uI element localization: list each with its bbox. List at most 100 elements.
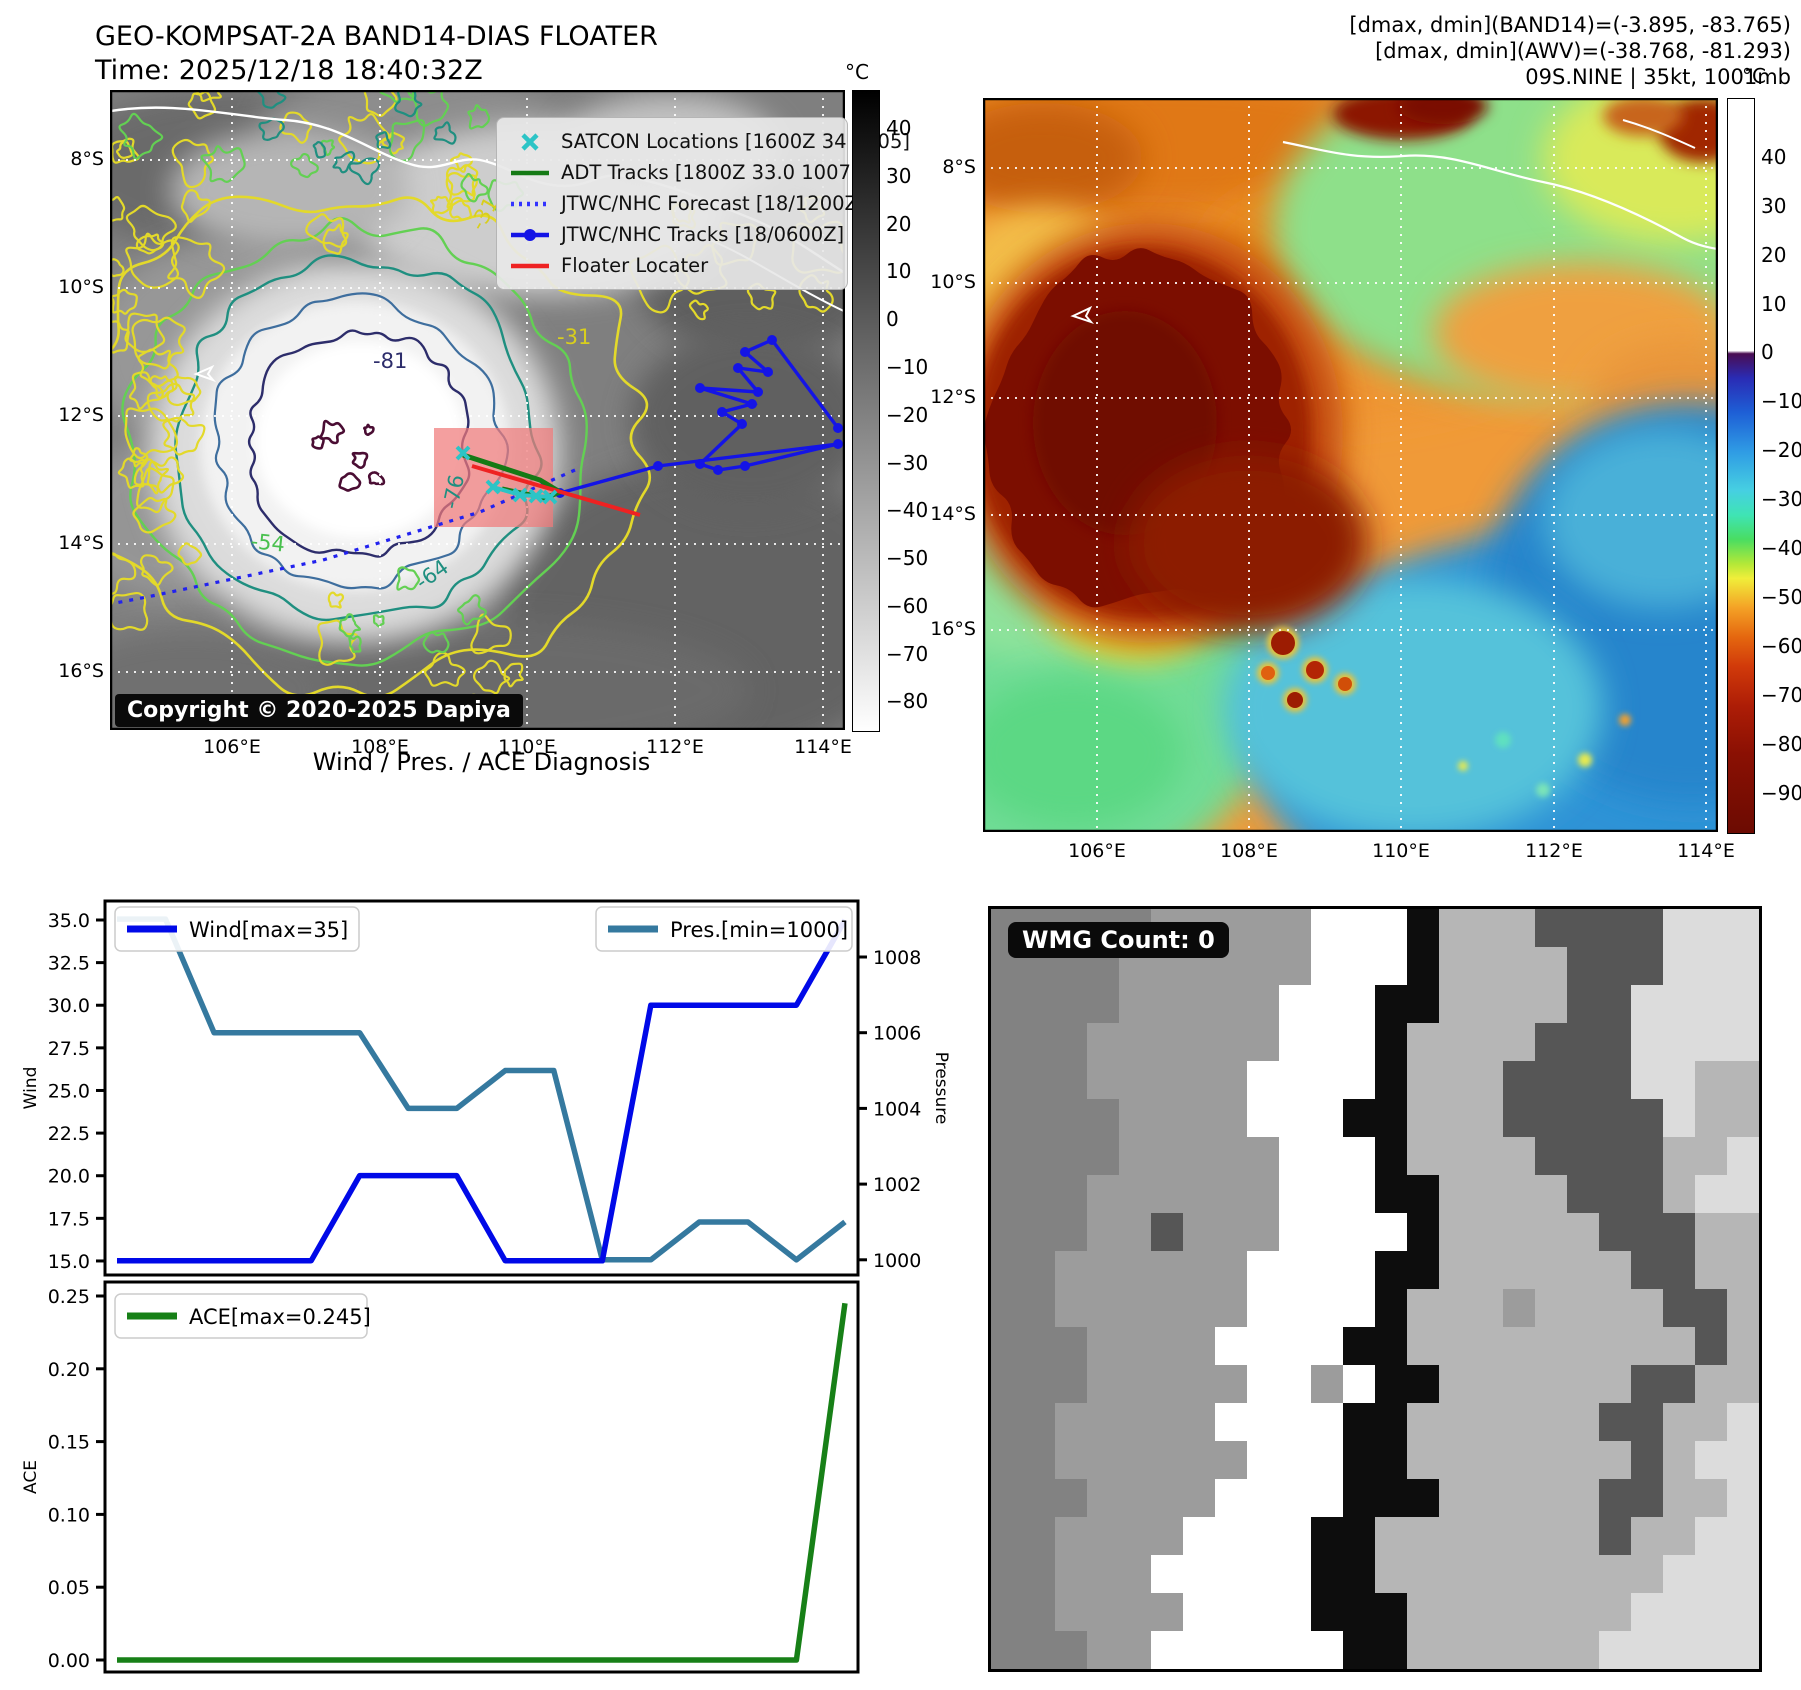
wmg-cell — [1311, 1251, 1343, 1289]
wmg-cell — [1215, 1137, 1247, 1175]
wmg-cell — [1535, 909, 1567, 947]
colorbar-tick-label: 20 — [1761, 242, 1787, 267]
legend-item: SATCON Locations [1600Z 34 1005] — [509, 126, 910, 157]
legend-item: JTWC/NHC Tracks [18/0600Z] — [509, 219, 844, 250]
wmg-cell — [1343, 1517, 1375, 1555]
wmg-cell — [1407, 1479, 1439, 1517]
wmg-cell — [1407, 1631, 1439, 1669]
ace-legend-label: ACE[max=0.245] — [189, 1305, 371, 1329]
wmg-cell — [1471, 1175, 1503, 1213]
wmg-cell — [1567, 1479, 1599, 1517]
wmg-cell — [1151, 1099, 1183, 1137]
wmg-cell — [1279, 1213, 1311, 1251]
wmg-cell — [1023, 1137, 1055, 1175]
wmg-cell — [1023, 1023, 1055, 1061]
wmg-cell — [1599, 1631, 1631, 1669]
colorbar-tick-label: −50 — [886, 546, 929, 571]
lat-tick-label: 12°S — [930, 386, 976, 408]
wmg-cell — [1247, 1213, 1279, 1251]
wmg-cell — [1407, 1175, 1439, 1213]
wmg-cell — [1311, 947, 1343, 985]
wmg-cell — [1471, 1213, 1503, 1251]
wmg-cell — [1215, 1555, 1247, 1593]
wmg-cell — [1087, 1631, 1119, 1669]
wmg-cell — [1471, 947, 1503, 985]
wmg-cell — [1183, 1517, 1215, 1555]
wind-ytick: 30.0 — [48, 995, 90, 1017]
wmg-cell — [1727, 1365, 1759, 1403]
ace-ytick: 0.15 — [48, 1432, 90, 1454]
wmg-cell — [1247, 909, 1279, 947]
wmg-cell — [1343, 1555, 1375, 1593]
wmg-cell — [991, 1441, 1023, 1479]
legend-line-icon — [509, 256, 551, 276]
colorbar-tick-label: 40 — [1761, 144, 1787, 169]
pressure-ytick: 1002 — [873, 1174, 921, 1196]
wmg-cell — [1439, 1289, 1471, 1327]
wmg-cell — [1023, 1327, 1055, 1365]
wmg-cell — [1471, 1479, 1503, 1517]
wmg-cell — [1119, 1479, 1151, 1517]
wmg-cell — [1503, 1137, 1535, 1175]
wmg-count-badge: WMG Count: 0 — [1008, 922, 1229, 958]
wmg-cell — [1567, 1555, 1599, 1593]
wmg-cell — [1535, 1213, 1567, 1251]
wind-legend-label: Wind[max=35] — [189, 918, 348, 942]
wmg-cell — [1055, 1555, 1087, 1593]
wmg-cell — [1375, 1251, 1407, 1289]
wmg-cell — [1567, 1099, 1599, 1137]
wmg-cell — [1407, 1289, 1439, 1327]
wmg-cell — [1503, 1213, 1535, 1251]
satcon-x-marker — [528, 488, 544, 504]
colorbar-tick-label: −60 — [1761, 634, 1801, 659]
wmg-cell — [1023, 1631, 1055, 1669]
wmg-cell — [1055, 1327, 1087, 1365]
wmg-cell — [1151, 1137, 1183, 1175]
wmg-cell — [1439, 1441, 1471, 1479]
wmg-cell — [1567, 1213, 1599, 1251]
wmg-cell — [1439, 1061, 1471, 1099]
wmg-cell — [1375, 1479, 1407, 1517]
wmg-cell — [1439, 1555, 1471, 1593]
wmg-cell — [1247, 1327, 1279, 1365]
wmg-cell — [991, 1327, 1023, 1365]
wmg-cell — [1599, 1137, 1631, 1175]
wmg-cell — [1503, 1365, 1535, 1403]
wmg-cell — [1119, 1555, 1151, 1593]
wmg-cell — [1279, 1099, 1311, 1137]
wmg-cell — [1631, 1023, 1663, 1061]
wmg-cell — [991, 1175, 1023, 1213]
ace-axis-label: ACE — [21, 1460, 41, 1494]
wmg-cell — [1055, 1479, 1087, 1517]
wmg-cell — [1535, 1137, 1567, 1175]
satcon-x-icon — [509, 132, 551, 152]
colorbar-tick-label: −40 — [886, 498, 929, 523]
wmg-cell — [1183, 1555, 1215, 1593]
wmg-cell — [1535, 1441, 1567, 1479]
wmg-cell — [1343, 1175, 1375, 1213]
wmg-cell — [1023, 1441, 1055, 1479]
wmg-cell — [1087, 1137, 1119, 1175]
wmg-cell — [1311, 1213, 1343, 1251]
cloud-contour — [110, 195, 652, 698]
wmg-cell — [1727, 1327, 1759, 1365]
legend-item: ADT Tracks [1800Z 33.0 1007.6] — [509, 157, 877, 188]
wmg-cell — [1695, 1555, 1727, 1593]
wmg-cell — [1663, 1251, 1695, 1289]
wmg-cell — [1055, 1137, 1087, 1175]
wmg-cell — [1343, 1365, 1375, 1403]
wmg-cell — [1119, 1365, 1151, 1403]
wmg-cell — [1727, 1175, 1759, 1213]
wmg-cell — [1535, 1251, 1567, 1289]
wmg-cell — [1695, 985, 1727, 1023]
contour-label: -31 — [557, 325, 591, 349]
jtwc-track — [559, 337, 840, 495]
wmg-cell — [1247, 1631, 1279, 1669]
wmg-cell — [1279, 1441, 1311, 1479]
lat-tick-label: 16°S — [58, 660, 104, 682]
wmg-cell — [1311, 1289, 1343, 1327]
wmg-cell — [1343, 1251, 1375, 1289]
wmg-cell — [1599, 909, 1631, 947]
wmg-cell — [1631, 1099, 1663, 1137]
wmg-cell — [1567, 1289, 1599, 1327]
